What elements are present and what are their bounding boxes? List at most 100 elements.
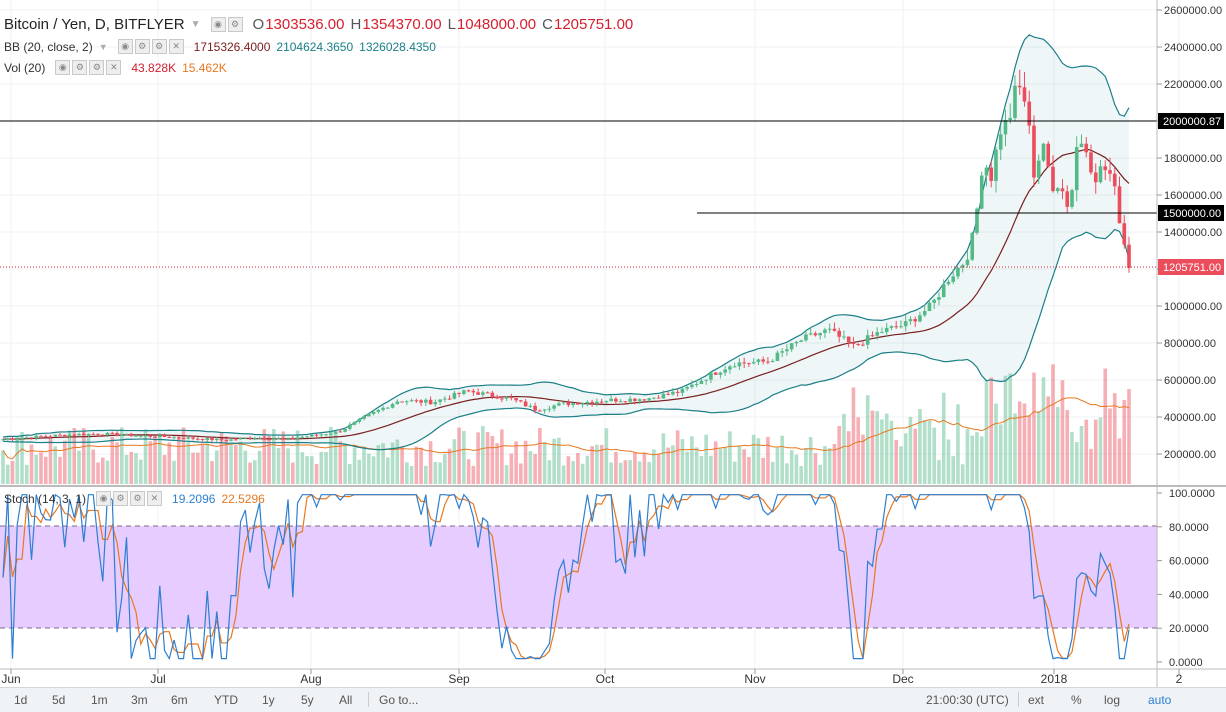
chevron-down-icon[interactable]: ▼ xyxy=(190,19,201,30)
candle-body xyxy=(447,398,452,400)
volume-bar xyxy=(1,450,5,484)
clock-time[interactable]: 21:00:30 (UTC) xyxy=(926,693,1009,707)
volume-bar xyxy=(766,436,770,484)
candle-body xyxy=(894,326,899,328)
candle-body xyxy=(176,437,181,439)
gear-icon[interactable]: ⚙ xyxy=(72,60,88,75)
candle-body xyxy=(471,390,476,393)
volume-bar xyxy=(243,450,248,484)
eye-icon[interactable]: ◉ xyxy=(210,17,226,32)
candle-body xyxy=(281,438,286,440)
candle-body xyxy=(880,332,884,334)
candle-body xyxy=(984,167,989,176)
auto-toggle[interactable]: auto xyxy=(1148,693,1172,707)
settings-icon[interactable]: ⚙ xyxy=(151,39,167,54)
range-6m-button[interactable]: 6m xyxy=(171,693,188,707)
candle-body xyxy=(414,400,419,402)
stoch-label[interactable]: Stoch (14, 3, 1) xyxy=(4,491,87,506)
stoch-axis[interactable]: 100.0000 80.0000 60.0000 40.0000 20.0000 0.00… xyxy=(1157,488,1215,669)
volume-bar xyxy=(675,430,680,484)
time-axis[interactable]: Jun Jul Aug Sep Oct Nov Dec 2018 2 xyxy=(1,669,1183,686)
gear-icon[interactable]: ⚙ xyxy=(113,491,129,506)
close-icon[interactable]: ✕ xyxy=(168,39,184,54)
range-3m-button[interactable]: 3m xyxy=(131,693,148,707)
candle-body xyxy=(352,421,357,425)
volume-bar xyxy=(53,446,58,484)
candle-body xyxy=(865,335,870,345)
candle-body xyxy=(846,336,851,343)
candle-body xyxy=(889,326,894,328)
time-tick-label: Jul xyxy=(150,672,165,686)
volume-bar xyxy=(1036,411,1041,484)
candle-body xyxy=(1084,143,1089,153)
volume-bar xyxy=(647,461,651,484)
volume-bar xyxy=(138,459,143,484)
volume-bar xyxy=(1008,373,1013,484)
candle-body xyxy=(870,335,875,337)
range-1m-button[interactable]: 1m xyxy=(91,693,108,707)
eye-icon[interactable]: ◉ xyxy=(55,60,71,75)
candle-body xyxy=(571,403,575,406)
volume-bar xyxy=(466,459,471,484)
bb-label[interactable]: BB (20, close, 2) xyxy=(4,39,93,54)
price-tick-label: 600000.00 xyxy=(1164,375,1216,387)
volume-bar xyxy=(585,455,590,484)
candle-body xyxy=(1041,143,1046,161)
bb-lower-value: 1326028.4350 xyxy=(359,39,436,54)
candle-body xyxy=(884,327,889,333)
range-1d-button[interactable]: 1d xyxy=(14,693,28,707)
candle-body xyxy=(20,437,24,439)
range-5d-button[interactable]: 5d xyxy=(52,693,66,707)
log-toggle[interactable]: log xyxy=(1104,693,1121,707)
candle-body xyxy=(362,416,366,419)
volume-bar xyxy=(1070,432,1074,484)
range-ytd-button[interactable]: YTD xyxy=(214,693,238,707)
eye-icon[interactable]: ◉ xyxy=(117,39,133,54)
volume-bar xyxy=(1046,396,1051,484)
symbol-title[interactable]: Bitcoin / Yen, D, BITFLYER xyxy=(4,16,185,33)
eye-icon[interactable]: ◉ xyxy=(96,491,112,506)
volume-bar xyxy=(162,454,167,484)
range-5y-button[interactable]: 5y xyxy=(301,693,314,707)
volume-bar xyxy=(10,460,15,484)
candle-body xyxy=(295,437,300,439)
volume-bar xyxy=(129,451,134,484)
gear-icon[interactable]: ⚙ xyxy=(134,39,150,54)
volume-bar xyxy=(571,461,575,484)
volume-bar xyxy=(951,456,956,484)
gear-icon[interactable]: ⚙ xyxy=(227,17,243,32)
candle-body xyxy=(248,437,252,439)
volume-bar xyxy=(709,455,713,484)
candle-body xyxy=(875,332,879,336)
volume-bar xyxy=(1103,368,1108,484)
volume-bar xyxy=(58,456,62,484)
candle-body xyxy=(148,435,153,437)
vol-label[interactable]: Vol (20) xyxy=(4,60,46,75)
candle-body xyxy=(799,340,803,342)
close-icon[interactable]: ✕ xyxy=(106,60,122,75)
resistance-price-label: 2000000.87 xyxy=(1163,116,1221,128)
range-1y-button[interactable]: 1y xyxy=(262,693,275,707)
settings-icon[interactable]: ⚙ xyxy=(130,491,146,506)
percent-toggle[interactable]: % xyxy=(1071,693,1082,707)
close-icon[interactable]: ✕ xyxy=(147,491,163,506)
volume-bar xyxy=(1032,372,1036,484)
volume-bar xyxy=(1017,401,1022,484)
candle-body xyxy=(314,434,319,436)
candle-body xyxy=(200,438,205,440)
settings-icon[interactable]: ⚙ xyxy=(89,60,105,75)
candle-body xyxy=(1065,191,1070,207)
ext-toggle[interactable]: ext xyxy=(1028,693,1045,707)
candle-body xyxy=(500,398,504,400)
chevron-down-icon[interactable]: ▼ xyxy=(98,41,108,52)
candle-body xyxy=(633,398,637,401)
candle-body xyxy=(628,398,632,402)
volume-bar xyxy=(39,452,43,484)
range-all-button[interactable]: All xyxy=(339,693,353,707)
candle-body xyxy=(547,408,552,410)
volume-bar xyxy=(1003,375,1008,484)
time-tick-label: Nov xyxy=(744,672,765,686)
goto-button[interactable]: Go to... xyxy=(379,693,419,707)
candle-body xyxy=(599,401,604,403)
